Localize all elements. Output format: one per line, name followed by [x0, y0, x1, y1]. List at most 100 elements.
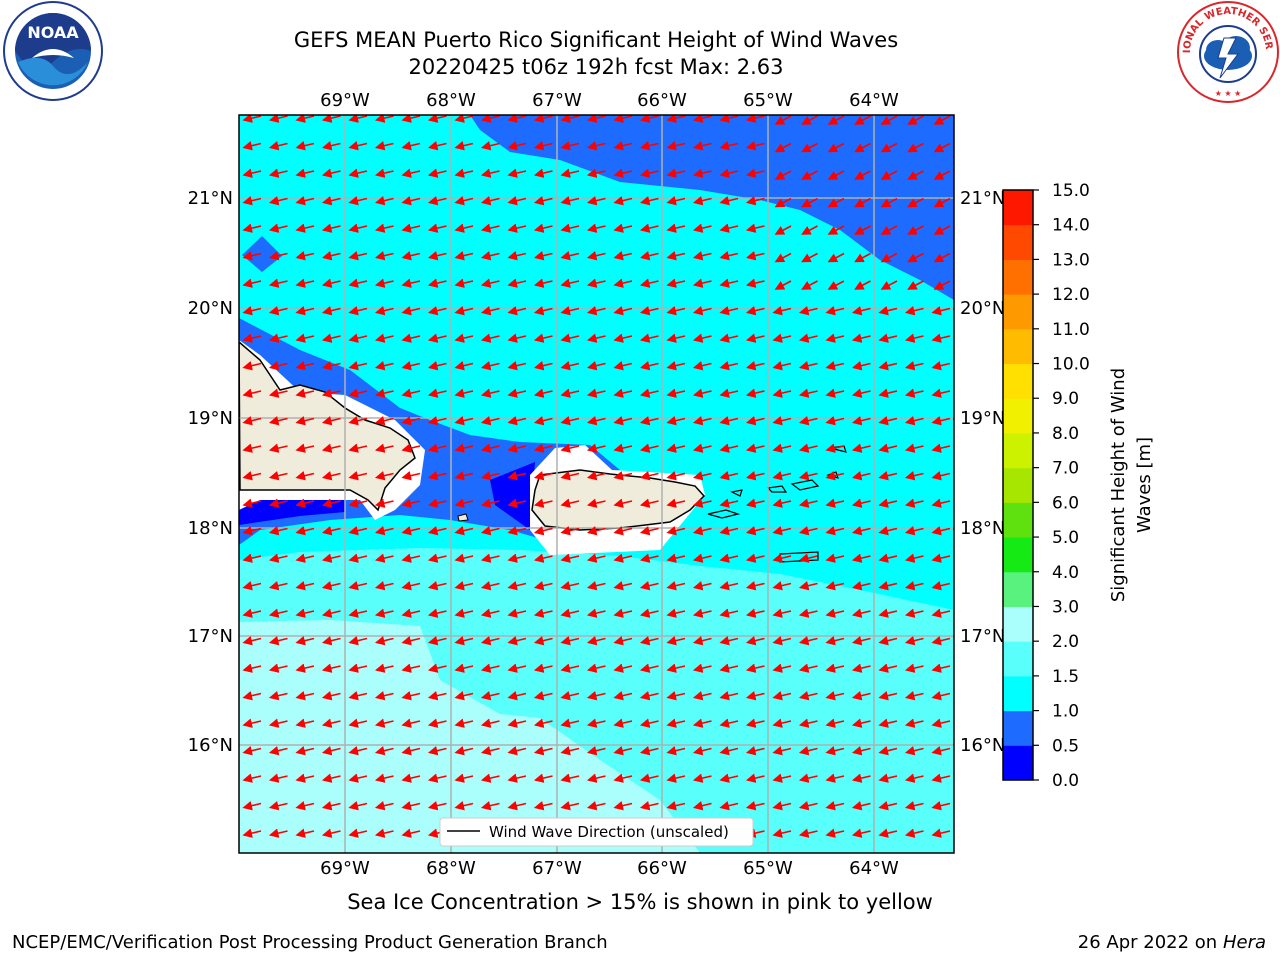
- wave-direction-arrow: [321, 718, 341, 728]
- wave-direction-arrow: [798, 443, 818, 453]
- wave-direction-arrow: [586, 415, 606, 426]
- wave-direction-arrow: [374, 718, 394, 728]
- wave-direction-arrow: [774, 115, 792, 125]
- wave-direction-arrow: [639, 333, 659, 343]
- wave-direction-arrow: [374, 553, 394, 563]
- wave-direction-arrow: [401, 553, 421, 563]
- wave-direction-arrow: [801, 225, 818, 235]
- wave-direction-arrow: [880, 225, 898, 235]
- wave-direction-arrow: [268, 250, 288, 261]
- lon-label-bottom: 68°W: [426, 858, 476, 879]
- wave-direction-arrow: [878, 553, 898, 563]
- wave-direction-arrow: [639, 498, 659, 508]
- wave-direction-arrow: [321, 470, 341, 481]
- wave-direction-arrow: [904, 498, 924, 508]
- wave-direction-arrow: [374, 333, 394, 343]
- wave-direction-arrow: [745, 278, 765, 288]
- wave-direction-arrow: [480, 168, 500, 178]
- wave-band-0.5-1.0-northeast: [470, 115, 954, 300]
- wave-direction-arrow: [825, 360, 845, 371]
- wave-direction-arrow: [295, 718, 315, 728]
- wave-direction-arrow: [666, 278, 686, 288]
- wave-direction-arrow: [586, 305, 606, 316]
- colorbar-segment: [1003, 398, 1033, 434]
- wave-direction-arrow: [560, 580, 580, 591]
- wave-direction-arrow: [401, 828, 421, 838]
- wave-direction-arrow: [639, 415, 659, 426]
- wave-direction-arrow: [586, 525, 606, 536]
- wave-direction-arrow: [480, 663, 500, 673]
- wave-direction-arrow: [719, 443, 739, 453]
- wind-wave-legend: Wind Wave Direction (unscaled): [439, 817, 754, 847]
- wave-direction-arrow: [851, 745, 871, 756]
- wave-direction-arrow: [719, 718, 739, 728]
- wave-direction-arrow: [692, 580, 712, 591]
- colorbar-tick-label: 7.0: [1052, 459, 1079, 479]
- wave-direction-arrow: [798, 305, 818, 316]
- wave-direction-arrow: [427, 800, 447, 811]
- wave-direction-arrow: [242, 663, 262, 673]
- colorbar: 0.0 0.5 1.0 1.5 2.0 3.0 4.0 5.0 6.0 7.0 8.0 9.0 10.0…: [1002, 181, 1090, 791]
- wave-direction-arrow: [560, 745, 580, 756]
- wave-direction-arrow: [348, 250, 368, 261]
- wave-direction-arrow: [719, 278, 739, 288]
- wave-direction-arrow: [931, 635, 951, 646]
- wave-direction-arrow: [348, 553, 368, 563]
- wave-direction-arrow: [854, 280, 871, 290]
- wave-direction-arrow: [268, 498, 288, 508]
- wave-direction-arrow: [242, 800, 262, 811]
- wave-direction-arrow: [666, 580, 686, 591]
- wave-direction-arrow: [613, 333, 633, 343]
- wave-direction-arrow: [321, 773, 341, 783]
- wave-direction-arrow: [374, 115, 394, 123]
- wave-direction-arrow: [480, 278, 500, 288]
- wave-direction-arrow: [639, 745, 659, 756]
- colorbar-segment: [1003, 641, 1033, 677]
- wave-direction-arrow: [560, 635, 580, 646]
- wave-direction-arrow: [454, 388, 474, 398]
- wave-direction-arrow: [586, 195, 606, 206]
- wave-direction-arrow: [719, 525, 739, 536]
- wave-direction-arrow: [931, 828, 951, 838]
- wave-direction-arrow: [904, 800, 924, 811]
- wave-direction-arrow: [719, 470, 739, 481]
- wave-direction-arrow: [480, 608, 500, 618]
- wave-direction-arrow: [851, 828, 871, 838]
- wave-direction-arrow: [295, 195, 315, 206]
- wave-direction-arrow: [454, 333, 474, 343]
- wave-direction-arrow: [586, 498, 606, 508]
- wave-direction-arrow: [533, 553, 553, 563]
- wave-direction-arrow: [560, 278, 580, 288]
- wave-direction-arrow: [374, 580, 394, 591]
- colorbar-tick-label: 0.0: [1052, 771, 1079, 791]
- wave-direction-arrow: [586, 580, 606, 591]
- wave-direction-arrow: [931, 388, 951, 398]
- lon-label-bottom: 69°W: [320, 858, 370, 879]
- wave-direction-arrow: [268, 223, 288, 233]
- wave-direction-arrow: [613, 608, 633, 618]
- lon-label-top: 67°W: [532, 90, 582, 111]
- wave-direction-arrow: [374, 443, 394, 453]
- wave-direction-arrow: [560, 443, 580, 453]
- colorbar-segment: [1003, 190, 1033, 226]
- wave-direction-arrow: [878, 360, 898, 371]
- wave-direction-arrow: [931, 580, 951, 591]
- wave-direction-arrow: [427, 498, 447, 508]
- wave-direction-arrow: [613, 195, 633, 206]
- wave-direction-arrow: [878, 773, 898, 783]
- wave-direction-arrow: [931, 553, 951, 563]
- wave-direction-arrow: [560, 718, 580, 728]
- wave-direction-arrow: [507, 553, 527, 563]
- wave-direction-arrow: [348, 773, 368, 783]
- wave-direction-arrow: [427, 470, 447, 481]
- wave-direction-arrow: [295, 278, 315, 288]
- wave-direction-arrow: [295, 553, 315, 563]
- wave-direction-arrow: [348, 195, 368, 206]
- wave-direction-arrow: [878, 608, 898, 618]
- wave-band-2.0-3.0: [239, 620, 700, 853]
- wave-direction-arrow: [931, 443, 951, 453]
- wind-wave-direction-arrows: [242, 115, 951, 838]
- wave-direction-arrow: [480, 388, 500, 398]
- wave-direction-arrow: [692, 663, 712, 673]
- wave-direction-arrow: [639, 635, 659, 646]
